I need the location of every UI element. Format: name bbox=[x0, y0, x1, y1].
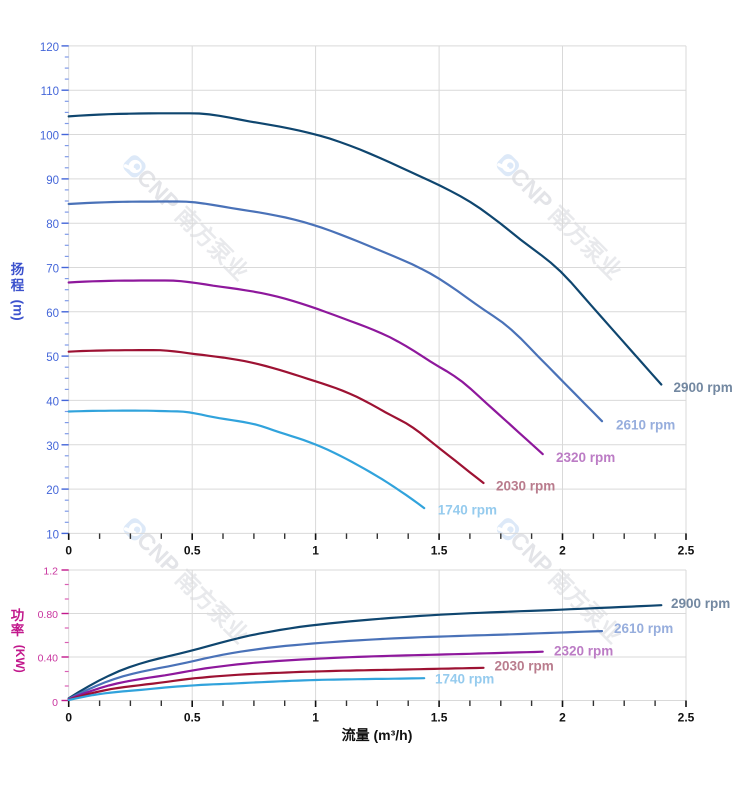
svg-text:1: 1 bbox=[312, 544, 319, 558]
svg-text:2900 rpm: 2900 rpm bbox=[674, 380, 733, 395]
svg-text:30: 30 bbox=[46, 441, 59, 453]
svg-text:60: 60 bbox=[46, 308, 59, 320]
svg-text:2320 rpm: 2320 rpm bbox=[556, 450, 615, 465]
svg-text:2610 rpm: 2610 rpm bbox=[616, 418, 675, 433]
svg-text:率: 率 bbox=[11, 622, 25, 638]
svg-text:扬: 扬 bbox=[11, 261, 25, 277]
svg-text:2610 rpm: 2610 rpm bbox=[614, 621, 673, 636]
svg-text:1.5: 1.5 bbox=[431, 711, 448, 725]
svg-text:1740 rpm: 1740 rpm bbox=[438, 503, 497, 518]
svg-text:0: 0 bbox=[65, 544, 72, 558]
svg-text:100: 100 bbox=[40, 131, 59, 143]
svg-text:2.5: 2.5 bbox=[678, 544, 695, 558]
svg-text:2900 rpm: 2900 rpm bbox=[671, 596, 730, 611]
svg-text:110: 110 bbox=[41, 86, 59, 98]
svg-text:0: 0 bbox=[65, 711, 72, 725]
svg-text:2.5: 2.5 bbox=[678, 711, 695, 725]
svg-text:90: 90 bbox=[46, 175, 59, 187]
svg-text:1.5: 1.5 bbox=[431, 544, 448, 558]
svg-text:2030 rpm: 2030 rpm bbox=[495, 658, 554, 673]
svg-text:功: 功 bbox=[11, 608, 25, 623]
svg-text:0.80: 0.80 bbox=[38, 609, 59, 621]
svg-text:流量 (m³/h): 流量 (m³/h) bbox=[342, 727, 413, 743]
svg-text:1.2: 1.2 bbox=[43, 566, 58, 578]
svg-text:2320 rpm: 2320 rpm bbox=[554, 644, 613, 659]
svg-text:0: 0 bbox=[52, 697, 58, 709]
svg-text:2: 2 bbox=[559, 711, 566, 725]
svg-text:(KW): (KW) bbox=[13, 645, 27, 673]
svg-text:2: 2 bbox=[559, 544, 566, 558]
svg-text:0.5: 0.5 bbox=[184, 711, 201, 725]
svg-text:0.40: 0.40 bbox=[38, 653, 59, 665]
svg-text:2030 rpm: 2030 rpm bbox=[496, 479, 555, 494]
svg-text:80: 80 bbox=[46, 219, 59, 231]
svg-text:10: 10 bbox=[46, 529, 59, 541]
svg-text:120: 120 bbox=[40, 42, 59, 54]
svg-text:(m): (m) bbox=[11, 300, 26, 321]
svg-text:1: 1 bbox=[312, 711, 319, 725]
svg-text:0.5: 0.5 bbox=[184, 544, 201, 558]
svg-text:程: 程 bbox=[11, 278, 25, 293]
svg-text:50: 50 bbox=[46, 352, 59, 364]
svg-text:70: 70 bbox=[46, 264, 59, 276]
svg-text:40: 40 bbox=[46, 396, 59, 408]
svg-text:1740 rpm: 1740 rpm bbox=[435, 671, 494, 686]
svg-text:20: 20 bbox=[46, 485, 59, 497]
